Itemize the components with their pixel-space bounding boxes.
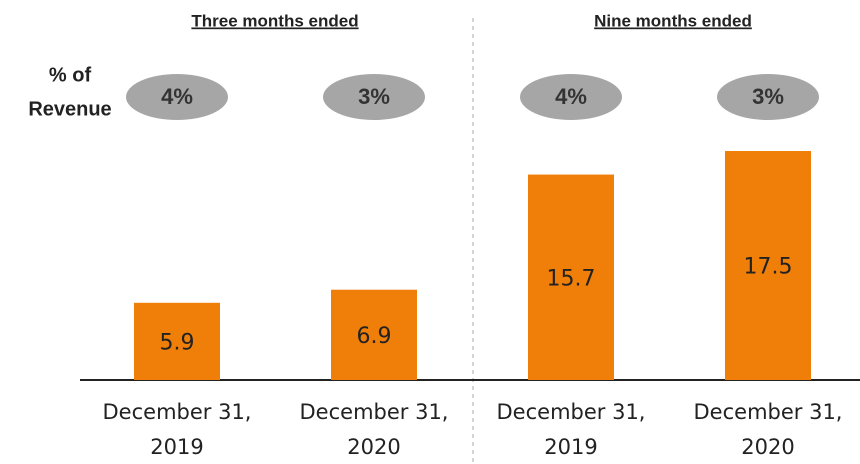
bar xyxy=(725,151,811,380)
x-tick-label: 2019 xyxy=(544,435,597,459)
ratio-value: 3% xyxy=(358,84,390,109)
ratio-oval xyxy=(126,74,228,120)
group-label: Three months ended xyxy=(191,11,358,30)
ratio-label: % of xyxy=(49,64,92,86)
x-tick-label: December 31, xyxy=(497,400,646,424)
x-tick-label: 2019 xyxy=(150,435,203,459)
bar xyxy=(331,289,417,380)
bar xyxy=(528,174,614,380)
data-label: 6.9 xyxy=(357,324,392,349)
ratio-label: Revenue xyxy=(28,98,111,120)
x-tick-label: 2020 xyxy=(741,435,794,459)
ratio-value: 3% xyxy=(752,84,784,109)
x-tick-label: December 31, xyxy=(103,400,252,424)
x-tick-label: December 31, xyxy=(300,400,449,424)
data-label: 5.9 xyxy=(160,330,195,355)
data-label: 15.7 xyxy=(547,266,596,291)
bar xyxy=(134,302,220,380)
ratio-value: 4% xyxy=(555,84,587,109)
ratio-oval xyxy=(717,74,819,120)
ratio-value: 4% xyxy=(161,84,193,109)
x-tick-label: December 31, xyxy=(694,400,843,424)
ratio-oval xyxy=(323,74,425,120)
data-label: 17.5 xyxy=(744,255,793,280)
x-tick-label: 2020 xyxy=(347,435,400,459)
group-label: Nine months ended xyxy=(594,11,752,30)
ratio-oval xyxy=(520,74,622,120)
